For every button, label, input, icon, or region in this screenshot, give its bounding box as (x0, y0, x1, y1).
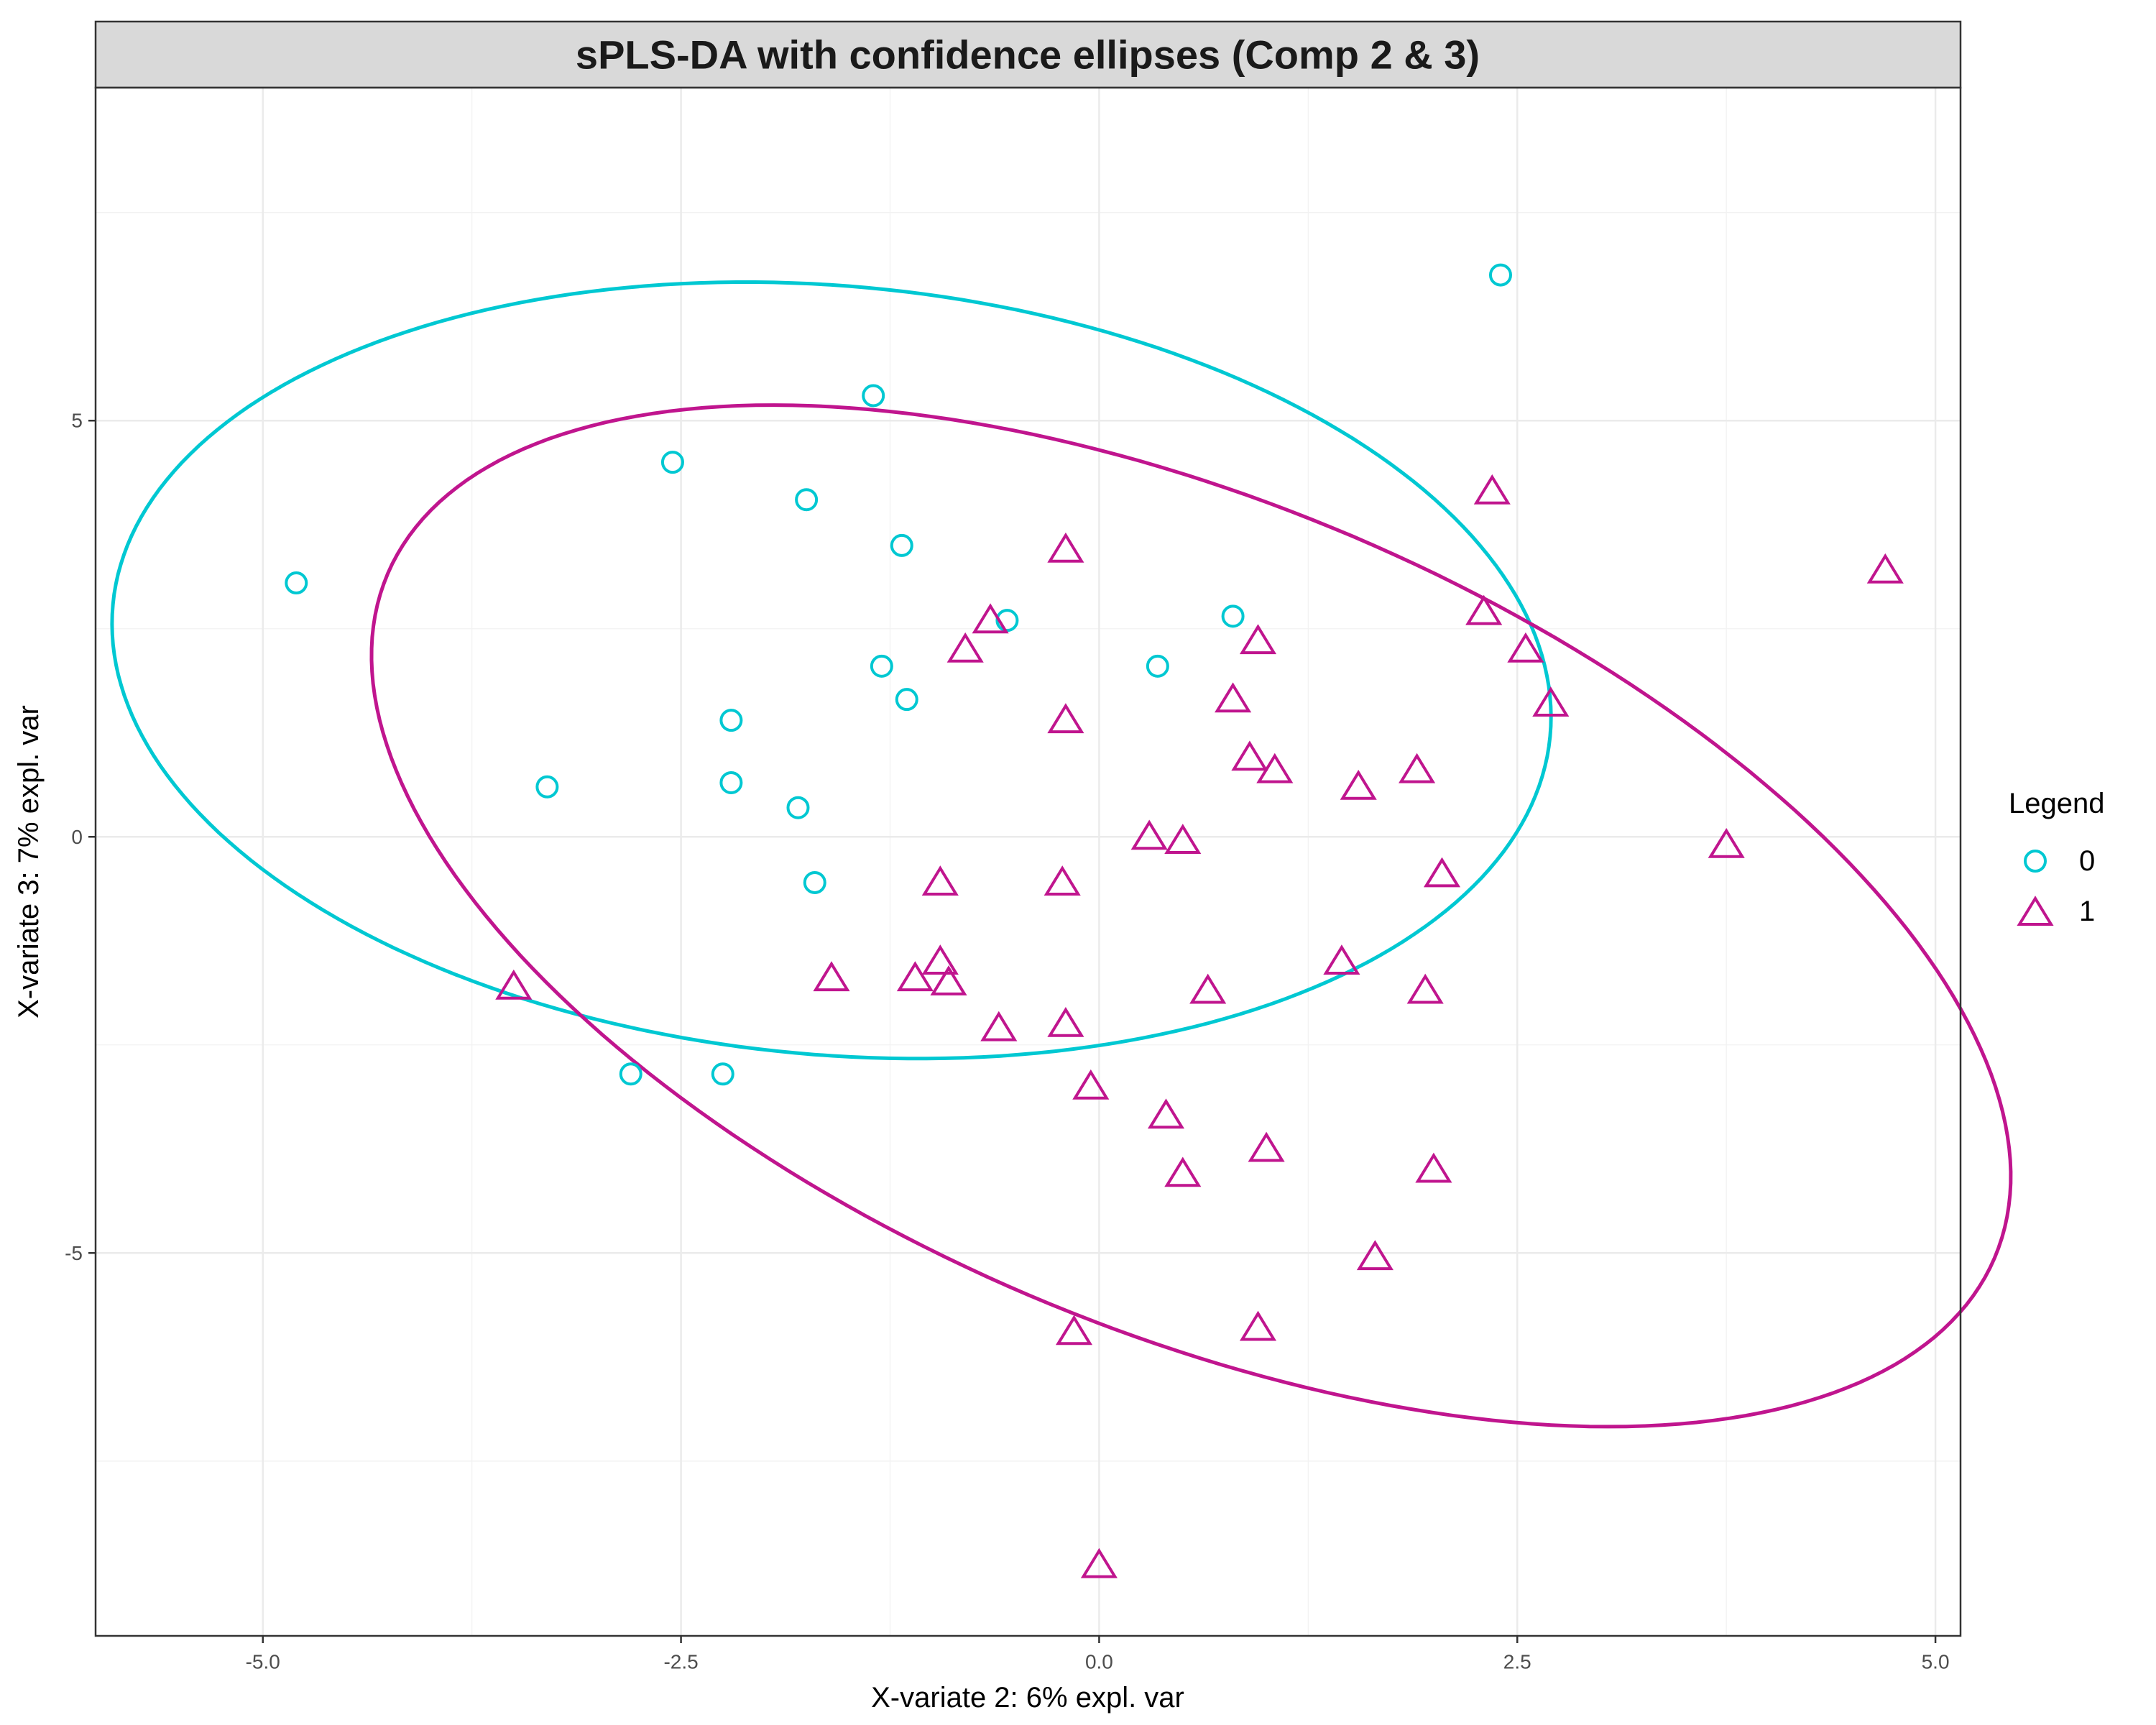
data-point-class-1 (1080, 1547, 1118, 1578)
data-point-class-1 (1239, 1310, 1277, 1341)
data-point-class-1 (1406, 973, 1444, 1004)
data-point-class-1 (1323, 944, 1360, 975)
data-point-class-0 (619, 1062, 642, 1086)
data-point-class-0 (786, 796, 810, 819)
data-point-class-1 (1231, 740, 1268, 771)
data-point-class-1 (946, 632, 984, 663)
data-point-class-1 (1164, 1156, 1202, 1187)
data-point-class-1 (1866, 553, 1904, 584)
data-point-class-0 (890, 533, 913, 557)
data-point-class-1 (1072, 1069, 1110, 1100)
y-tick-label: -5 (65, 1242, 83, 1264)
x-tick-label: -2.5 (663, 1651, 698, 1673)
data-point-class-0 (660, 451, 684, 474)
y-axis-title: X-variate 3: 7% expl. var (13, 705, 45, 1018)
data-point-class-1 (1147, 1098, 1185, 1129)
chart-title: sPLS-DA with confidence ellipses (Comp 2… (576, 32, 1480, 78)
data-point-class-1 (1047, 1006, 1084, 1037)
data-point-class-1 (1044, 865, 1081, 896)
data-point-class-1 (972, 603, 1009, 634)
data-point-class-1 (1532, 686, 1570, 717)
x-tick-label: 5.0 (1922, 1651, 1950, 1673)
data-point-class-0 (285, 571, 308, 595)
data-point-class-1 (921, 865, 959, 896)
y-tick-label: 0 (71, 826, 83, 848)
gridlines (96, 88, 1961, 1636)
data-point-class-1 (980, 1011, 1018, 1041)
data-point-class-1 (1415, 1152, 1452, 1183)
legend: Legend 01 (2009, 788, 2104, 927)
confidence-ellipses (110, 280, 2013, 1429)
data-point-class-1 (1473, 474, 1511, 505)
legend-key-0 (2024, 850, 2047, 873)
data-point-class-1 (1047, 532, 1084, 563)
data-point-class-1 (1340, 769, 1377, 800)
data-point-class-1 (1399, 753, 1436, 783)
confidence-ellipse-1 (369, 403, 2013, 1429)
data-point-class-1 (1130, 819, 1168, 850)
data-point-class-0 (1488, 263, 1512, 287)
x-tick-label: -5.0 (246, 1651, 280, 1673)
legend-title: Legend (2009, 788, 2104, 819)
legend-triangle-icon (2017, 896, 2054, 926)
data-point-class-0 (719, 770, 743, 794)
x-axis-title: X-variate 2: 6% expl. var (871, 1682, 1184, 1714)
x-axis-ticks: -5.0 -2.5 0.0 2.5 5.0 (246, 1636, 1950, 1673)
data-point-class-0 (870, 654, 893, 678)
data-point-class-1 (495, 969, 533, 1000)
data-point-class-0 (1221, 604, 1245, 628)
data-point-class-0 (711, 1062, 734, 1086)
x-tick-label: 0.0 (1085, 1651, 1113, 1673)
x-tick-label: 2.5 (1503, 1651, 1531, 1673)
confidence-ellipse-0 (110, 280, 1553, 1061)
data-point-class-1 (896, 961, 934, 992)
legend-entries: 01 (2017, 845, 2095, 927)
data-point-class-1 (1708, 827, 1745, 858)
data-point-class-1 (1256, 753, 1294, 783)
title-strip (94, 20, 1962, 89)
data-point-class-1 (1239, 624, 1277, 655)
legend-label-1: 1 (2079, 896, 2095, 927)
data-point-class-0 (995, 609, 1019, 632)
data-point-class-1 (921, 944, 959, 975)
plot-panel-background (96, 88, 1961, 1636)
data-point-class-1 (1423, 857, 1461, 888)
data-point-class-0 (535, 775, 559, 799)
data-point-class-0 (1146, 654, 1169, 678)
data-point-class-1 (1164, 824, 1202, 854)
data-point-class-1 (1189, 973, 1227, 1004)
data-point-class-1 (813, 961, 850, 992)
data-point-class-0 (862, 384, 885, 408)
legend-label-0: 0 (2079, 845, 2095, 877)
data-point-class-1 (1507, 632, 1544, 663)
plot-panel-border (94, 86, 1962, 1637)
data-point-class-1 (1248, 1131, 1285, 1162)
y-tick-label: 5 (71, 410, 83, 432)
data-points (285, 263, 1904, 1578)
data-point-class-0 (719, 709, 743, 732)
data-point-class-1 (1215, 682, 1252, 713)
data-point-class-1 (1047, 703, 1084, 734)
data-point-class-0 (895, 688, 918, 712)
data-point-class-1 (930, 965, 967, 995)
data-point-class-0 (803, 870, 826, 894)
data-point-class-0 (795, 488, 819, 512)
legend-key-1 (2017, 896, 2054, 926)
data-point-class-1 (1465, 594, 1503, 625)
y-axis-ticks: -5 0 5 (65, 410, 96, 1264)
legend-circle-icon (2024, 850, 2047, 873)
data-point-class-1 (1055, 1315, 1093, 1346)
data-point-class-1 (1356, 1240, 1393, 1271)
